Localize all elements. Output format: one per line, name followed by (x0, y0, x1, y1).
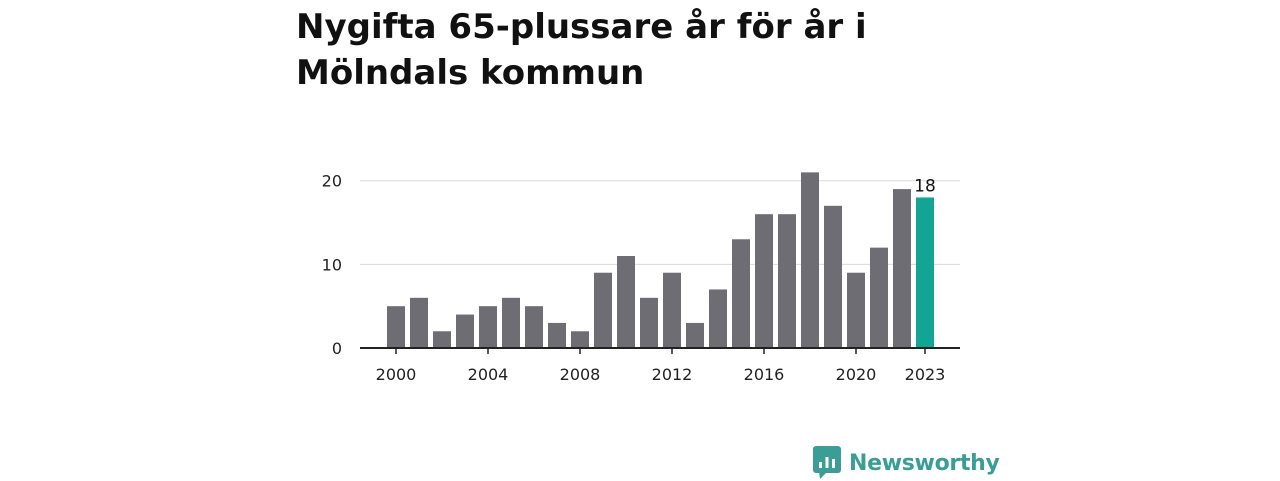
bar-2015 (732, 239, 750, 348)
brand-logo: Newsworthy (813, 445, 1000, 481)
newsworthy-logo-icon (813, 446, 841, 479)
bar-2017 (778, 214, 796, 348)
bar-2020 (847, 272, 865, 348)
bar-2014 (709, 289, 727, 348)
bar-2004 (479, 306, 497, 348)
y-tick-label-0: 0 (332, 339, 342, 358)
x-tick-label-2023: 2023 (905, 365, 946, 384)
bar-2018 (801, 172, 819, 348)
x-tick-label-2016: 2016 (744, 365, 785, 384)
bar-2022 (893, 189, 911, 348)
bar-2016 (755, 214, 773, 348)
bar-2021 (870, 247, 888, 348)
bar-2008 (571, 331, 589, 348)
bar-2001 (410, 297, 428, 348)
bar-2013 (686, 322, 704, 348)
x-tick-label-2004: 2004 (468, 365, 509, 384)
y-tick-label-20: 20 (322, 172, 342, 191)
x-tick-label-2012: 2012 (652, 365, 693, 384)
x-tick-label-2020: 2020 (836, 365, 877, 384)
x-tick-label-2000: 2000 (376, 365, 417, 384)
x-tick-label-2008: 2008 (560, 365, 601, 384)
bar-2003 (456, 314, 474, 348)
bar-2002 (433, 331, 451, 348)
bar-2005 (502, 297, 520, 348)
data-label-2023: 18 (914, 176, 936, 196)
bar-2010 (617, 256, 635, 348)
bar-2011 (640, 297, 658, 348)
bar-2009 (594, 272, 612, 348)
bar-2000 (387, 306, 405, 348)
bar-2007 (548, 322, 566, 348)
bar-2023 (916, 197, 934, 348)
bar-2019 (824, 205, 842, 348)
bar-2006 (525, 306, 543, 348)
brand-name: Newsworthy (849, 450, 1000, 476)
y-tick-label-10: 10 (322, 255, 342, 274)
bar-2012 (663, 272, 681, 348)
chart-title: Nygifta 65-plussare år för år i Mölndals… (296, 7, 867, 93)
